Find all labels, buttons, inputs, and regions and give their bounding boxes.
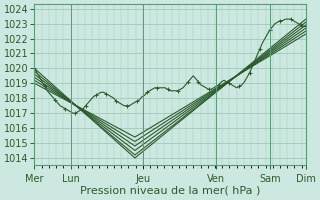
X-axis label: Pression niveau de la mer( hPa ): Pression niveau de la mer( hPa ) xyxy=(80,186,260,196)
